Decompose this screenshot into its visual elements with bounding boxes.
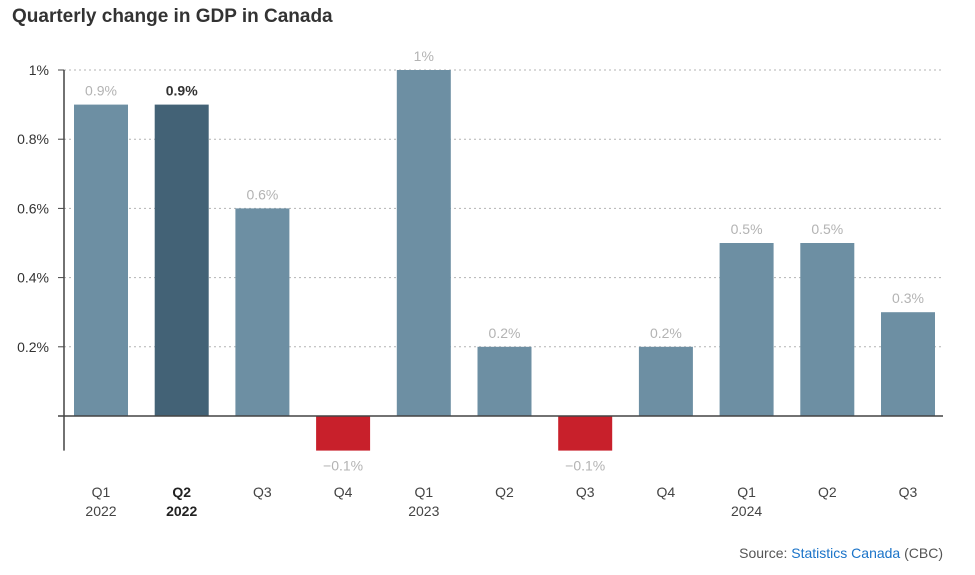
value-labels: 0.9% 0.9% 0.6% −0.1% 1% 0.2% −0.1% 0.2% 0.5% 0.5%… (85, 48, 924, 474)
category-quarter-label: Q3 (899, 484, 918, 500)
bar (154, 104, 209, 416)
value-label: 0.9% (166, 83, 198, 99)
gridlines (64, 69, 943, 348)
bar (235, 208, 290, 416)
category-year-label: 2023 (408, 503, 439, 519)
y-tick-label: 0.6% (17, 200, 49, 216)
value-label: −0.1% (323, 458, 363, 474)
value-label: 0.9% (85, 83, 117, 99)
value-label: 1% (414, 48, 434, 64)
value-label: 0.2% (489, 325, 521, 341)
category-quarter-label: Q3 (253, 484, 272, 500)
category-quarter-label: Q4 (657, 484, 676, 500)
gdp-bar-chart: 0.2%0.4%0.6%0.8%1% 0.9% 0.9%0.6%−0.1%1%0.… (17, 48, 943, 519)
value-label: −0.1% (565, 458, 605, 474)
source-prefix: Source: (739, 545, 792, 561)
bar (719, 243, 774, 416)
category-quarter-label: Q4 (334, 484, 353, 500)
y-tick-label: 0.4% (17, 270, 49, 286)
bar (316, 416, 371, 451)
category-quarter-label: Q2 (818, 484, 837, 500)
bar (800, 243, 855, 416)
value-label: 0.2% (650, 325, 682, 341)
bar (74, 104, 128, 416)
category-quarter-label: Q3 (576, 484, 595, 500)
value-label: 0.5% (731, 221, 763, 237)
y-tick-label: 0.2% (17, 339, 49, 355)
category-year-label: 2022 (166, 503, 197, 519)
y-tick-label: 0.8% (17, 131, 49, 147)
category-quarter-label: Q2 (172, 484, 191, 500)
bar (477, 346, 532, 416)
x-axis-categories: Q1 2022 Q2 2022 Q3 Q4 Q1 2023 Q2 Q3 Q4 Q1 2024 Q2 Q3 (85, 484, 917, 519)
category-year-label: 2022 (85, 503, 116, 519)
source-suffix: (CBC) (900, 545, 943, 561)
y-axis-ticks: 0.2% 0.4% 0.6% 0.8% 1% (17, 62, 64, 355)
bars (74, 70, 935, 451)
category-quarter-label: Q2 (495, 484, 514, 500)
y-tick-label: 1% (29, 62, 49, 78)
source-note: Source: Statistics Canada (CBC) (739, 545, 943, 561)
category-quarter-label: Q1 (737, 484, 756, 500)
value-label: 0.3% (892, 290, 924, 306)
value-label: 0.5% (811, 221, 843, 237)
category-year-label: 2024 (731, 503, 762, 519)
axes (58, 70, 943, 451)
bar (881, 312, 935, 416)
bar (558, 416, 613, 451)
bar (396, 70, 451, 416)
category-quarter-label: Q1 (92, 484, 111, 500)
value-label: 0.6% (246, 186, 278, 202)
bar (638, 346, 693, 416)
category-quarter-label: Q1 (414, 484, 433, 500)
chart-title: Quarterly change in GDP in Canada (12, 6, 333, 27)
source-link[interactable]: Statistics Canada (791, 545, 901, 561)
